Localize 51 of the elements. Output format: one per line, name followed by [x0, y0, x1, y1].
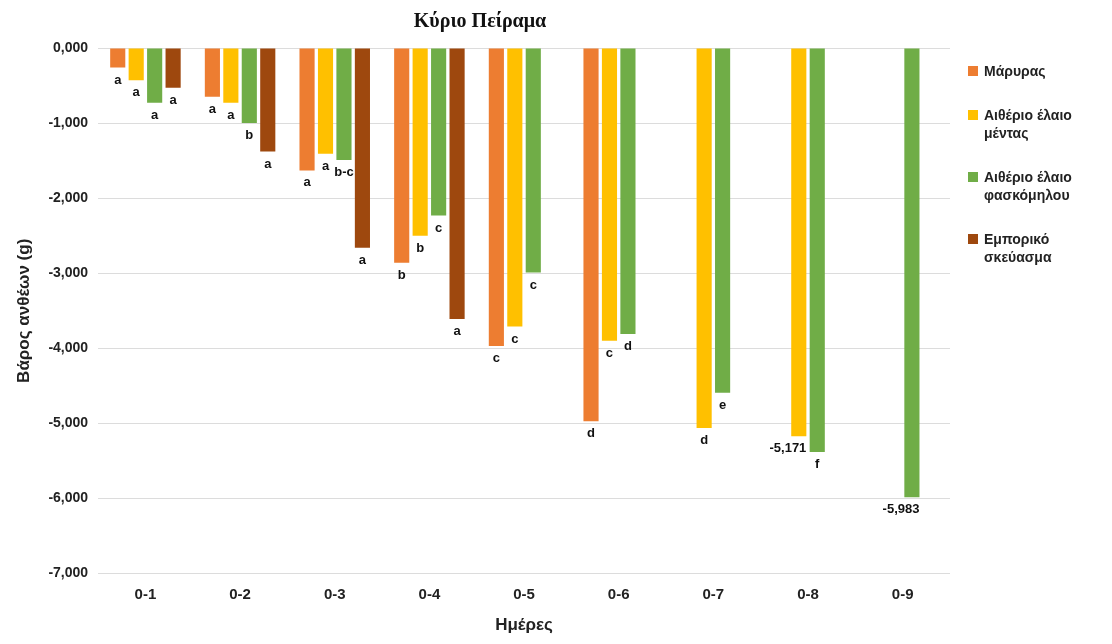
data-label: d — [623, 338, 632, 354]
x-tick-label: 0-5 — [513, 584, 535, 602]
data-label: b-c — [334, 163, 354, 179]
data-label: a — [132, 84, 141, 100]
data-label: a — [227, 106, 236, 122]
y-tick-label: 0,000 — [53, 38, 89, 55]
y-tick-label: -3,000 — [48, 264, 89, 281]
data-label: a — [114, 71, 123, 87]
y-tick-label: -6,000 — [48, 489, 89, 506]
y-axis-title: Βάρος ανθέων (g) — [13, 238, 33, 383]
data-label: a — [264, 155, 273, 171]
data-label: a — [169, 91, 178, 107]
data-label: b — [397, 266, 406, 282]
legend-label: Αιθέριο έλαιο φασκόμηλου — [984, 168, 1073, 204]
data-label: b — [416, 239, 425, 255]
data-label: c — [492, 350, 500, 366]
legend-label: Μάρυρας — [984, 62, 1046, 80]
x-tick-label: 0-8 — [797, 584, 819, 602]
x-tick-label: 0-3 — [323, 584, 346, 602]
legend-label: Αιθέριο έλαιο μέντας — [984, 106, 1073, 142]
data-label: a — [151, 106, 160, 122]
data-label: a — [208, 100, 217, 116]
y-tick-label: -7,000 — [48, 564, 89, 581]
data-label: -5,983 — [882, 501, 920, 517]
data-label: -5,171 — [769, 440, 807, 456]
x-tick-label: 0-6 — [607, 584, 630, 602]
data-label: b — [245, 127, 254, 143]
data-label: a — [453, 323, 462, 339]
x-tick-label: 0-7 — [702, 584, 725, 602]
data-label: c — [511, 330, 519, 346]
data-label: c — [605, 344, 614, 360]
data-label: c — [529, 276, 537, 292]
x-axis-title: Ημέρες — [495, 615, 554, 635]
data-label: d — [587, 425, 596, 441]
y-tick-label: -1,000 — [48, 113, 89, 130]
x-tick-label: 0-2 — [229, 584, 251, 602]
y-tick-label: -5,000 — [48, 414, 89, 431]
x-tick-label: 0-4 — [418, 584, 441, 602]
data-label: c — [435, 219, 443, 235]
data-label: d — [700, 432, 709, 448]
y-tick-label: -4,000 — [48, 339, 89, 356]
y-tick-label: -2,000 — [48, 189, 89, 206]
data-label: a — [358, 251, 367, 267]
chart-title: Κύριο Πείραμα — [413, 9, 547, 33]
data-label: a — [303, 174, 312, 190]
legend-label: Εμπορικό σκεύασμα — [984, 230, 1053, 266]
x-tick-label: 0-9 — [891, 584, 914, 602]
data-label: f — [815, 456, 821, 472]
data-label: e — [718, 396, 727, 412]
data-label: a — [321, 157, 330, 173]
x-tick-label: 0-1 — [134, 584, 157, 602]
